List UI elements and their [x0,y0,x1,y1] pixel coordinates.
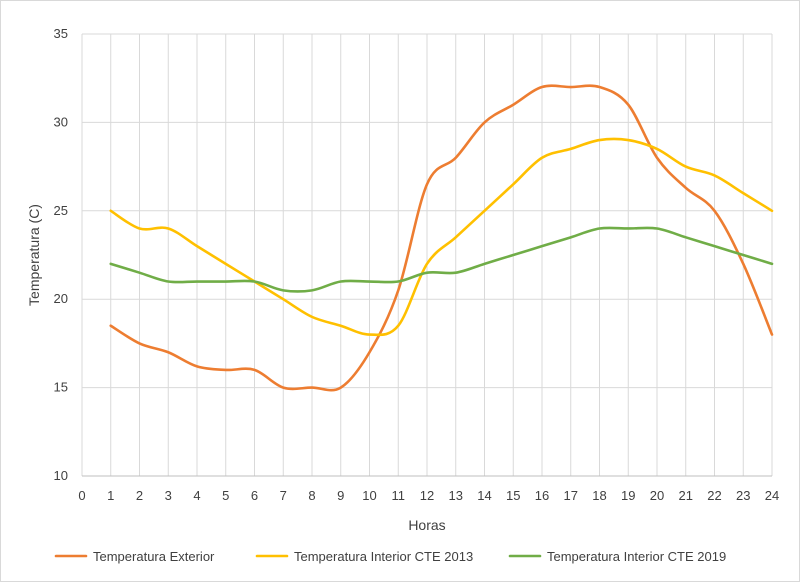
x-axis-title: Horas [408,517,445,533]
x-tick-label: 9 [337,488,344,503]
x-tick-label: 17 [564,488,578,503]
x-tick-label: 6 [251,488,258,503]
legend: Temperatura Exterior Temperatura Interior… [54,549,726,564]
x-tick-label: 22 [707,488,721,503]
x-tick-label: 3 [165,488,172,503]
x-tick-label: 8 [308,488,315,503]
legend-label-1: Temperatura Exterior [93,549,215,564]
x-tick-label: 16 [535,488,549,503]
y-axis-title: Temperatura (C) [26,204,42,306]
y-tick-label: 25 [54,203,68,218]
y-tick-label: 35 [54,26,68,41]
x-tick-label: 21 [679,488,693,503]
x-tick-label: 0 [78,488,85,503]
y-tick-label: 15 [54,380,68,395]
x-tick-label: 15 [506,488,520,503]
y-tick-label: 20 [54,291,68,306]
series-line-2 [109,137,774,337]
series-layer [109,84,774,392]
series-line-1 [109,84,774,392]
x-tick-label: 11 [392,488,406,503]
x-tick-label: 12 [420,488,434,503]
x-tick-label: 13 [449,488,463,503]
x-tick-label: 1 [107,488,114,503]
x-tick-label: 23 [736,488,750,503]
x-tick-label: 5 [222,488,229,503]
series-line-3 [109,226,774,293]
x-tick-label: 24 [765,488,779,503]
x-tick-label: 10 [362,488,376,503]
y-tick-label: 10 [54,468,68,483]
x-tick-label: 2 [136,488,143,503]
y-tick-label: 30 [54,114,68,129]
x-tick-label: 20 [650,488,664,503]
legend-label-2: Temperatura Interior CTE 2013 [294,549,473,564]
grid [81,33,773,477]
x-tick-label: 14 [477,488,491,503]
x-tick-label: 19 [621,488,635,503]
x-tick-label: 4 [193,488,200,503]
legend-label-3: Temperatura Interior CTE 2019 [547,549,726,564]
x-tick-label: 18 [592,488,606,503]
x-tick-label: 7 [280,488,287,503]
